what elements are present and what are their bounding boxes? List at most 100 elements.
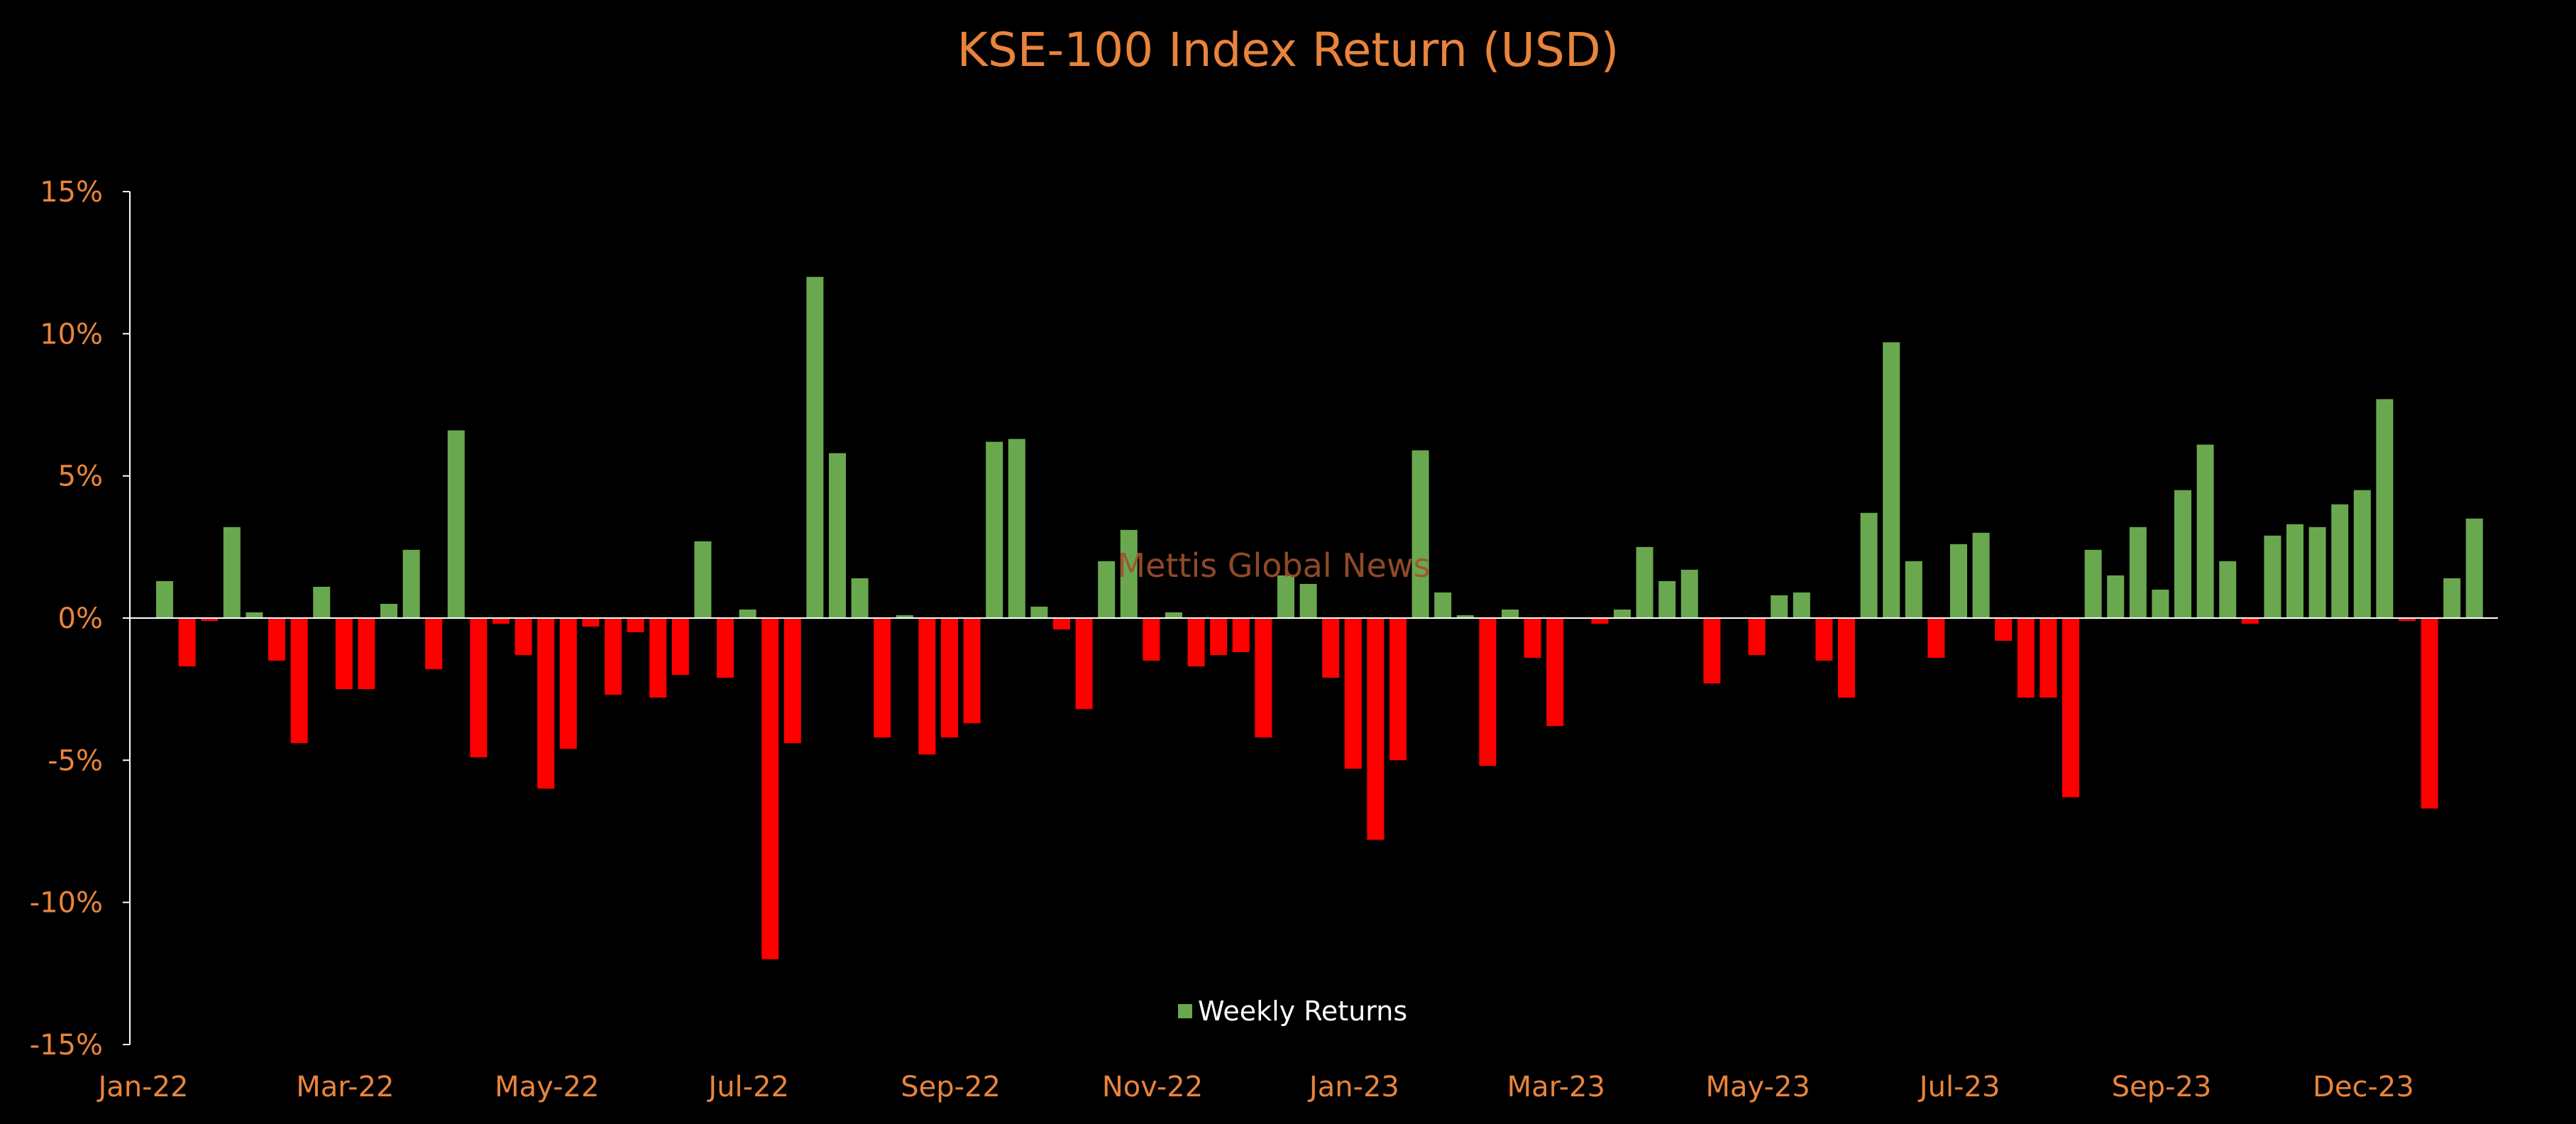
x-tick-label: May-23 [1706,1071,1810,1103]
x-tick-label: Jul-22 [706,1071,789,1103]
bar [1165,612,1182,618]
bar [986,441,1003,618]
bar [2443,578,2461,618]
bar [1210,618,1228,656]
bar [559,618,577,749]
bar [649,618,667,698]
bar [941,618,958,738]
bar [1591,618,1609,624]
bar [605,618,622,695]
bar [2129,527,2147,618]
bar [2152,589,2169,618]
bar [2062,618,2079,798]
bar [1995,618,2013,641]
bar [1636,546,1653,618]
bar [2040,618,2057,698]
bar [671,618,689,676]
bar [1143,618,1160,661]
bar [2017,618,2035,698]
bar [358,618,375,690]
bar [1456,615,1474,618]
bar [335,618,353,690]
bar [627,618,644,633]
legend: Weekly Returns [1178,993,1407,1029]
bar [380,603,397,618]
bar [1030,606,1048,618]
bar [1389,618,1407,761]
bar [783,618,801,744]
y-axis: 15% 10% 5% 0% -5% -10% -15% [30,176,131,1062]
bar [178,618,196,667]
bar [1232,618,1250,653]
bar [1053,618,1070,630]
bar [223,527,241,618]
bar [1322,618,1340,678]
bar [2399,618,2416,622]
bar [896,615,913,618]
bar [806,277,824,618]
x-tick-label: Dec-23 [2313,1071,2414,1103]
bar [761,618,779,959]
bar [1771,595,1788,618]
bar [1658,580,1676,618]
bar [2465,518,2483,618]
bar [694,541,712,618]
bar [829,453,846,618]
x-tick-label: Sep-23 [2112,1071,2212,1103]
bar [2084,549,2102,618]
legend-label: Weekly Returns [1198,996,1408,1027]
bar [2286,524,2303,618]
bar [918,618,936,755]
bar [537,618,555,789]
bar [1479,618,1497,766]
bar [2241,618,2259,624]
bar [290,618,308,744]
bar [1860,512,1878,618]
bar [1748,618,1766,656]
x-tick-label: Nov-22 [1102,1071,1203,1103]
bar [1546,618,1564,727]
bar [739,609,756,618]
bar [2107,575,2125,618]
y-tick-label: 0% [58,602,103,635]
bar [963,618,981,724]
bar [2353,490,2371,618]
bar [1187,618,1205,667]
bar [470,618,488,758]
bar [1255,618,1272,738]
bar [2219,561,2237,618]
bar [246,612,263,618]
y-tick-label: 5% [58,461,103,493]
bar [2308,527,2326,618]
bar [514,618,532,656]
x-tick-label: Mar-22 [296,1071,394,1103]
bar [1075,618,1093,710]
bar [1883,342,1900,618]
chart-title: KSE-100 Index Return (USD) [957,23,1619,77]
x-tick-label: Sep-22 [901,1071,1001,1103]
bar [1838,618,1855,698]
bar [1344,618,1362,769]
bar [492,618,510,624]
bar [1411,450,1429,618]
bar [1299,583,1317,618]
bar [2331,504,2349,618]
bar [1502,609,1519,618]
bar [582,618,600,627]
bar [1950,544,1967,618]
bar [1927,618,1945,659]
bar [2421,618,2438,809]
bar [874,618,891,738]
x-tick-label: Jan-22 [97,1071,189,1103]
x-axis: Jan-22 Mar-22 May-22 Jul-22 Sep-22 Nov-22 Jan-… [97,617,2498,1103]
bar [1972,532,1990,618]
bar [1367,618,1385,840]
bar [717,618,734,678]
bar [2376,399,2394,618]
bar [2264,535,2281,618]
watermark: Mettis Global News [1117,546,1431,585]
bars [156,277,2483,959]
bar [1277,575,1294,618]
bar [1815,618,1833,661]
